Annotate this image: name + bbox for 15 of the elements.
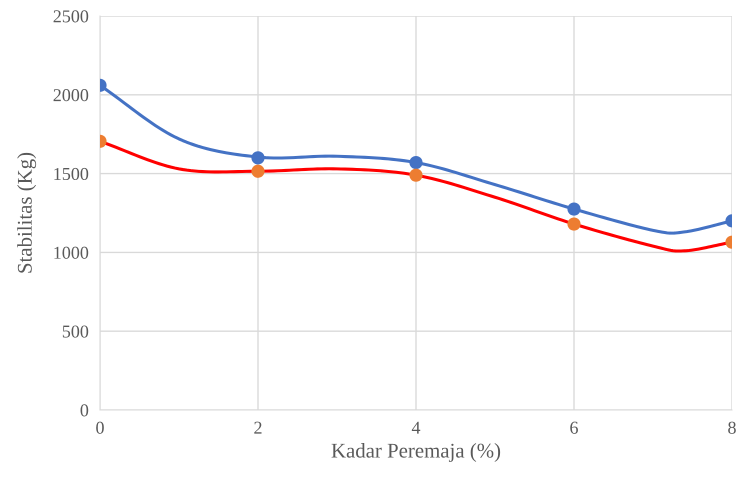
x-tick-label: 8 — [728, 422, 736, 434]
y-tick-label: 1000 — [54, 246, 88, 259]
y-tick-label: 500 — [62, 325, 88, 338]
point — [409, 168, 423, 182]
point — [409, 156, 423, 170]
y-axis-title: Stabilitas (Kg) — [17, 152, 36, 273]
x-tick-label: 0 — [96, 422, 104, 434]
x-tick-label: 2 — [254, 422, 262, 434]
y-tick-label: 1500 — [54, 168, 88, 180]
y-tick-label: 2500 — [54, 10, 88, 22]
x-tick-label: 6 — [570, 422, 578, 434]
x-axis-title: Kadar Peremaja (%) — [332, 443, 500, 462]
x-tick-label: 4 — [412, 422, 420, 434]
y-tick-label: 0 — [80, 404, 88, 416]
y-tick-label: 2000 — [54, 89, 88, 102]
